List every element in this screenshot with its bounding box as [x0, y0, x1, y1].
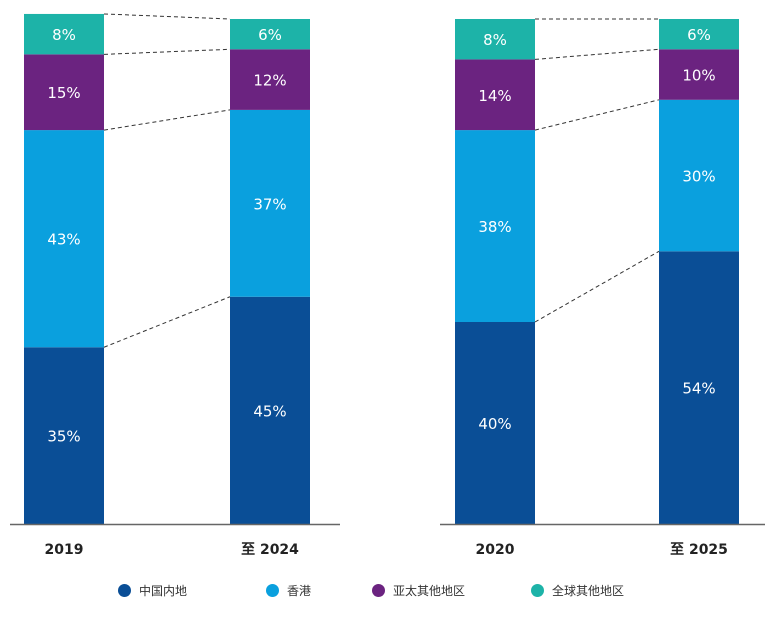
bar-segment-1-1-2	[659, 49, 739, 100]
category-label-2019: 2019	[45, 542, 84, 558]
bar-segment-0-1-0	[230, 296, 310, 524]
bar-segment-0-1-3	[230, 19, 310, 50]
bar-segment-0-0-2	[24, 54, 104, 131]
legend-item-rest-of-world: 全球其他地区	[531, 582, 624, 599]
chart-legend: 中国内地 香港 亚太其他地区 全球其他地区	[0, 582, 766, 604]
legend-swatch-mainland-china	[118, 584, 131, 597]
bar-segment-1-0-2	[455, 59, 535, 131]
category-label-2020: 2020	[476, 542, 515, 558]
connector-line	[103, 296, 231, 348]
data-label: 10%	[682, 67, 715, 85]
data-label: 14%	[478, 87, 511, 105]
data-label: 8%	[52, 26, 76, 44]
data-label: 6%	[258, 26, 282, 44]
stacked-bar-chart: 35% 43% 15% 8% 2019 45% 37% 12% 6% 至 2024 40% 38% 14…	[10, 13, 765, 558]
data-label: 54%	[682, 380, 715, 398]
legend-swatch-other-asia-pacific	[372, 584, 385, 597]
bar-segment-1-1-3	[659, 19, 739, 50]
legend-label: 中国内地	[139, 584, 188, 598]
data-label: 45%	[253, 402, 286, 420]
connector-line	[534, 99, 660, 131]
bar-segment-0-0-3	[24, 13, 104, 55]
bar-segment-1-0-3	[455, 19, 535, 60]
legend-swatch-rest-of-world	[531, 584, 544, 597]
bar-segment-1-0-0	[455, 322, 535, 524]
bar-segment-1-1-0	[659, 251, 739, 525]
data-label: 6%	[687, 26, 711, 44]
data-label: 30%	[682, 168, 715, 186]
data-label: 38%	[478, 218, 511, 236]
connector-line	[103, 13, 231, 20]
legend-item-other-asia-pacific: 亚太其他地区	[372, 582, 465, 599]
bar-segment-0-1-2	[230, 49, 310, 110]
category-label-至-2024: 至 2024	[241, 542, 299, 558]
data-label: 40%	[478, 415, 511, 433]
bar-segment-0-0-1	[24, 130, 104, 348]
data-label: 37%	[253, 195, 286, 213]
connector-line	[103, 48, 231, 55]
legend-swatch-hong-kong	[266, 584, 279, 597]
data-label: 12%	[253, 72, 286, 90]
category-label-至-2025: 至 2025	[670, 542, 728, 558]
data-label: 43%	[47, 231, 80, 249]
legend-label: 亚太其他地区	[393, 584, 466, 598]
bar-segment-1-0-1	[455, 130, 535, 322]
bar-segment-0-0-0	[24, 347, 104, 524]
legend-item-hong-kong: 香港	[266, 582, 311, 599]
data-label: 15%	[47, 84, 80, 102]
data-label: 35%	[47, 428, 80, 446]
bar-segment-0-1-1	[230, 109, 310, 297]
legend-label: 全球其他地区	[552, 584, 625, 598]
bar-segment-1-1-1	[659, 99, 739, 252]
connector-line	[103, 109, 231, 131]
data-label: 8%	[483, 31, 507, 49]
connector-line	[534, 48, 660, 60]
legend-item-mainland-china: 中国内地	[118, 582, 187, 599]
legend-label: 香港	[287, 584, 312, 598]
connector-line	[534, 250, 660, 323]
